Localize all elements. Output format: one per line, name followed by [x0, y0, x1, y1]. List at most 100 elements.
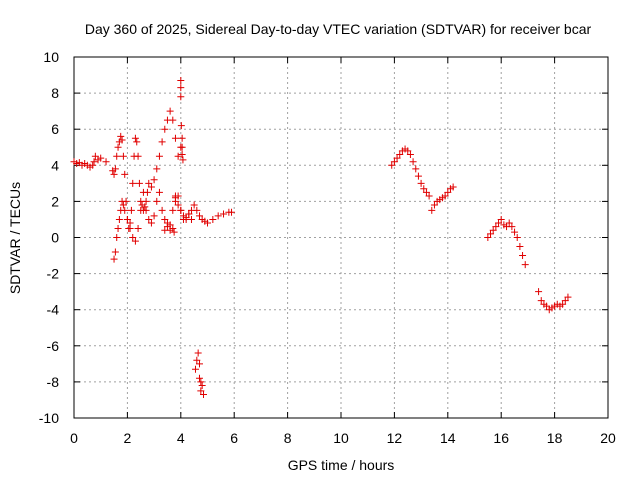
- data-point: [111, 248, 119, 256]
- data-point: [194, 349, 202, 357]
- data-point: [97, 154, 105, 162]
- y-tick-label: -4: [47, 302, 60, 318]
- data-point: [114, 224, 122, 232]
- data-point: [174, 152, 182, 160]
- data-point: [169, 224, 177, 232]
- data-point: [171, 134, 179, 142]
- data-point: [161, 125, 169, 133]
- data-point: [134, 152, 142, 160]
- data-point: [178, 143, 186, 151]
- data-point: [171, 197, 179, 205]
- data-point: [199, 391, 207, 399]
- data-point: [487, 230, 495, 238]
- x-tick-label: 4: [177, 430, 185, 446]
- data-point: [495, 219, 503, 227]
- data-point: [519, 252, 527, 260]
- y-tick-label: -10: [39, 410, 59, 426]
- data-point: [131, 134, 139, 142]
- y-tick-label: -6: [47, 338, 60, 354]
- data-point: [441, 192, 449, 200]
- data-point: [393, 154, 401, 162]
- data-point: [535, 288, 543, 296]
- data-point: [158, 206, 166, 214]
- y-tick-label: 10: [43, 49, 59, 65]
- data-point: [90, 158, 98, 166]
- y-tick-label: 6: [51, 121, 59, 137]
- data-point: [561, 297, 569, 305]
- x-axis-label: GPS time / hours: [288, 457, 395, 473]
- x-tick-label: 0: [70, 430, 78, 446]
- data-point: [425, 192, 433, 200]
- data-point: [390, 158, 398, 166]
- data-point: [559, 300, 567, 308]
- data-point: [117, 132, 125, 140]
- data-point: [147, 183, 155, 191]
- data-point: [129, 234, 137, 241]
- data-point: [505, 219, 513, 227]
- data-point: [197, 387, 205, 395]
- data-point: [428, 206, 436, 214]
- data-point: [133, 138, 141, 146]
- data-point: [114, 143, 122, 151]
- data-point: [155, 152, 163, 160]
- data-point: [110, 255, 118, 263]
- data-point: [444, 188, 452, 196]
- data-point: [521, 261, 529, 269]
- data-point: [564, 293, 572, 301]
- data-point: [119, 201, 127, 209]
- data-point: [197, 378, 205, 386]
- data-point: [406, 150, 414, 158]
- grid-layer: [74, 57, 608, 418]
- data-point: [166, 107, 174, 115]
- data-point: [182, 214, 190, 222]
- data-point: [177, 93, 185, 101]
- data-point: [110, 170, 118, 178]
- data-point: [169, 206, 177, 214]
- data-point: [178, 150, 186, 158]
- data-point: [513, 234, 521, 241]
- y-tick-label: 0: [51, 230, 59, 246]
- data-point: [158, 138, 166, 146]
- x-tick-label: 10: [333, 430, 349, 446]
- data-point: [121, 170, 129, 178]
- data-point: [131, 237, 139, 245]
- data-point: [195, 360, 203, 368]
- data-point: [119, 152, 127, 160]
- data-point: [214, 212, 222, 220]
- data-point: [511, 228, 519, 236]
- data-point: [177, 122, 185, 130]
- data-point: [198, 382, 206, 390]
- data-point: [422, 188, 430, 196]
- data-point: [169, 116, 177, 124]
- data-point: [147, 219, 155, 227]
- data-point: [209, 215, 217, 223]
- y-tick-label: -8: [47, 374, 60, 390]
- x-tick-label: 8: [284, 430, 292, 446]
- x-tick-label: 12: [387, 430, 403, 446]
- data-point: [150, 176, 158, 184]
- y-tick-label: 2: [51, 193, 59, 209]
- data-point: [537, 297, 545, 305]
- data-point: [139, 188, 147, 196]
- data-point: [89, 161, 97, 169]
- data-point: [414, 172, 422, 180]
- data-point: [161, 215, 169, 223]
- data-point: [412, 165, 420, 173]
- data-point: [145, 179, 153, 187]
- data-point: [166, 221, 174, 229]
- data-point: [118, 197, 126, 205]
- data-point: [489, 226, 497, 234]
- y-tick-label: 8: [51, 85, 59, 101]
- data-point: [179, 156, 187, 164]
- data-point: [174, 192, 182, 200]
- chart-title: Day 360 of 2025, Sidereal Day-to-day VTE…: [85, 21, 592, 37]
- x-tick-label: 6: [230, 430, 238, 446]
- data-point: [193, 356, 201, 364]
- data-point: [141, 203, 149, 211]
- data-point: [102, 158, 110, 166]
- data-point: [150, 212, 158, 220]
- data-point: [153, 197, 161, 205]
- data-point: [155, 188, 163, 196]
- data-point: [185, 210, 193, 218]
